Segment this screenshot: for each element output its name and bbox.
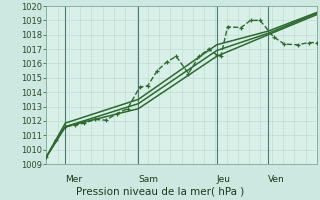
Text: Mer: Mer bbox=[65, 175, 83, 184]
Text: Pression niveau de la mer( hPa ): Pression niveau de la mer( hPa ) bbox=[76, 186, 244, 196]
Text: Jeu: Jeu bbox=[217, 175, 231, 184]
Text: Ven: Ven bbox=[268, 175, 285, 184]
Text: Sam: Sam bbox=[138, 175, 158, 184]
